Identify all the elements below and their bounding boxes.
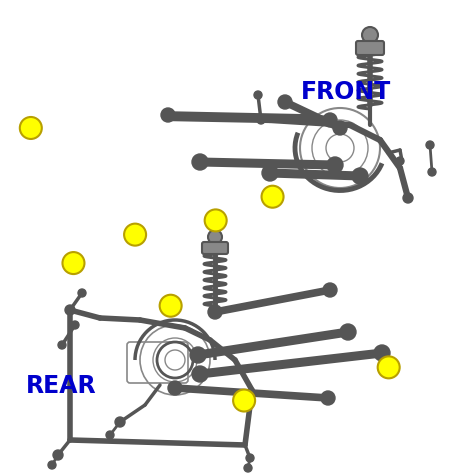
Text: FRONT: FRONT [301,81,391,104]
Circle shape [428,168,436,176]
Circle shape [426,141,434,149]
Circle shape [323,113,337,127]
Circle shape [58,341,66,349]
Circle shape [161,108,175,122]
Circle shape [192,154,208,170]
Circle shape [340,324,356,340]
FancyBboxPatch shape [202,242,228,254]
Circle shape [63,252,84,274]
Circle shape [205,210,227,231]
Circle shape [352,168,368,184]
Circle shape [160,295,182,317]
Circle shape [65,305,75,315]
Circle shape [403,193,413,203]
Circle shape [106,431,114,439]
Circle shape [233,390,255,411]
Circle shape [374,345,390,361]
Circle shape [192,366,208,382]
Circle shape [208,230,222,244]
Circle shape [396,157,404,165]
Circle shape [257,116,265,124]
Circle shape [168,381,182,395]
Circle shape [278,95,292,109]
Circle shape [78,289,86,297]
Circle shape [246,454,254,462]
Circle shape [48,461,56,469]
Circle shape [262,165,278,181]
Circle shape [190,347,206,363]
Circle shape [262,186,283,208]
Circle shape [362,27,378,43]
Circle shape [208,305,222,319]
Circle shape [53,450,63,460]
FancyBboxPatch shape [356,41,384,55]
Circle shape [124,224,146,246]
Circle shape [244,464,252,472]
Circle shape [327,157,343,173]
Circle shape [71,321,79,329]
Circle shape [254,91,262,99]
Circle shape [333,121,347,135]
Circle shape [20,117,42,139]
Circle shape [115,417,125,427]
Circle shape [323,283,337,297]
Text: REAR: REAR [26,374,97,398]
Circle shape [321,391,335,405]
Circle shape [378,356,400,378]
